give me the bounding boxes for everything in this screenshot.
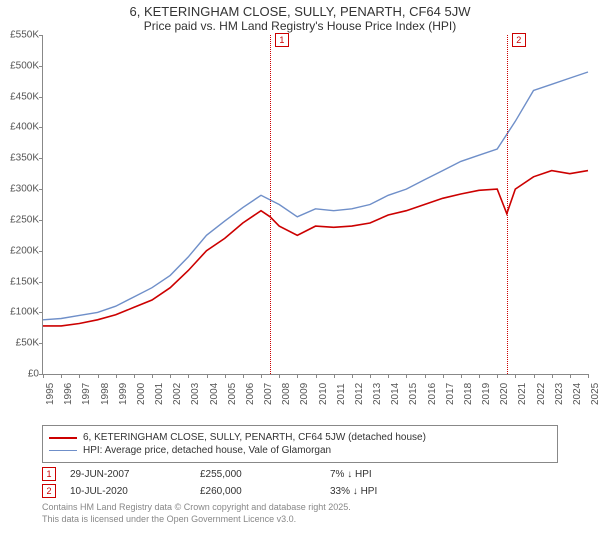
x-tick-label: 2004 (209, 383, 220, 405)
y-tick-label: £250K (1, 214, 39, 225)
y-tick-label: £0 (1, 369, 39, 380)
x-tick-label: 2021 (517, 383, 528, 405)
y-tick-label: £50K (1, 338, 39, 349)
marker-date-2: 10-JUL-2020 (70, 486, 200, 497)
y-tick-label: £400K (1, 122, 39, 133)
x-tick-label: 2018 (463, 383, 474, 405)
y-tick-label: £550K (1, 30, 39, 41)
marker-line: 2 (507, 35, 508, 374)
x-tick-label: 2013 (372, 383, 383, 405)
legend-swatch-property (49, 437, 77, 439)
x-tick-label: 2001 (154, 383, 165, 405)
x-tick-label: 2006 (245, 383, 256, 405)
legend: 6, KETERINGHAM CLOSE, SULLY, PENARTH, CF… (42, 425, 558, 463)
legend-label-hpi: HPI: Average price, detached house, Vale… (83, 445, 331, 456)
title-line-2: Price paid vs. HM Land Registry's House … (0, 19, 600, 35)
y-tick-label: £100K (1, 307, 39, 318)
x-tick-label: 2020 (499, 383, 510, 405)
legend-swatch-hpi (49, 450, 77, 451)
y-tick-label: £150K (1, 276, 39, 287)
x-tick-label: 2009 (299, 383, 310, 405)
x-tick-label: 2022 (536, 383, 547, 405)
marker-date-1: 29-JUN-2007 (70, 469, 200, 480)
marker-price-1: £255,000 (200, 469, 330, 480)
y-tick-label: £450K (1, 91, 39, 102)
x-tick-label: 2019 (481, 383, 492, 405)
marker-price-2: £260,000 (200, 486, 330, 497)
y-tick-label: £350K (1, 153, 39, 164)
marker-line: 1 (270, 35, 271, 374)
marker-badge-2: 2 (42, 484, 56, 498)
marker-row-1: 1 29-JUN-2007 £255,000 7% ↓ HPI (42, 467, 558, 481)
x-tick-label: 1996 (63, 383, 74, 405)
x-tick-label: 2005 (227, 383, 238, 405)
x-tick-label: 2008 (281, 383, 292, 405)
x-axis-labels: 1995 1996 1997 1998 1999 2000 2001 2002 2003 2004… (42, 375, 588, 417)
legend-row-property: 6, KETERINGHAM CLOSE, SULLY, PENARTH, CF… (49, 432, 551, 443)
x-tick-label: 2017 (445, 383, 456, 405)
marker-line-label: 1 (275, 33, 289, 47)
x-tick-label: 2002 (172, 383, 183, 405)
x-tick-label: 1999 (118, 383, 129, 405)
footer-line-2: This data is licensed under the Open Gov… (42, 514, 558, 526)
x-tick-label: 2000 (136, 383, 147, 405)
footer-line-1: Contains HM Land Registry data © Crown c… (42, 502, 558, 514)
marker-row-2: 2 10-JUL-2020 £260,000 33% ↓ HPI (42, 484, 558, 498)
legend-row-hpi: HPI: Average price, detached house, Vale… (49, 445, 551, 456)
x-tick-label: 1997 (81, 383, 92, 405)
title-line-1: 6, KETERINGHAM CLOSE, SULLY, PENARTH, CF… (0, 0, 600, 19)
x-tick-label: 2024 (572, 383, 583, 405)
markers-table: 1 29-JUN-2007 £255,000 7% ↓ HPI 2 10-JUL… (42, 467, 558, 498)
y-tick-label: £200K (1, 245, 39, 256)
x-tick-label: 2025 (590, 383, 600, 405)
marker-badge-1: 1 (42, 467, 56, 481)
x-tick-label: 2014 (390, 383, 401, 405)
x-tick-label: 1995 (45, 383, 56, 405)
legend-label-property: 6, KETERINGHAM CLOSE, SULLY, PENARTH, CF… (83, 432, 426, 443)
x-tick-label: 1998 (100, 383, 111, 405)
marker-delta-1: 7% ↓ HPI (330, 469, 460, 480)
plot: £0£50K£100K£150K£200K£250K£300K£350K£400… (42, 35, 588, 375)
x-tick-label: 2003 (190, 383, 201, 405)
footer: Contains HM Land Registry data © Crown c… (42, 502, 558, 525)
x-tick-label: 2010 (318, 383, 329, 405)
marker-delta-2: 33% ↓ HPI (330, 486, 460, 497)
x-tick-label: 2011 (336, 383, 347, 405)
x-tick-label: 2023 (554, 383, 565, 405)
marker-line-label: 2 (512, 33, 526, 47)
x-tick-label: 2016 (427, 383, 438, 405)
x-tick-label: 2007 (263, 383, 274, 405)
x-tick-label: 2012 (354, 383, 365, 405)
x-tick-label: 2015 (408, 383, 419, 405)
y-tick-label: £300K (1, 184, 39, 195)
y-tick-label: £500K (1, 60, 39, 71)
chart-area: £0£50K£100K£150K£200K£250K£300K£350K£400… (42, 35, 588, 375)
